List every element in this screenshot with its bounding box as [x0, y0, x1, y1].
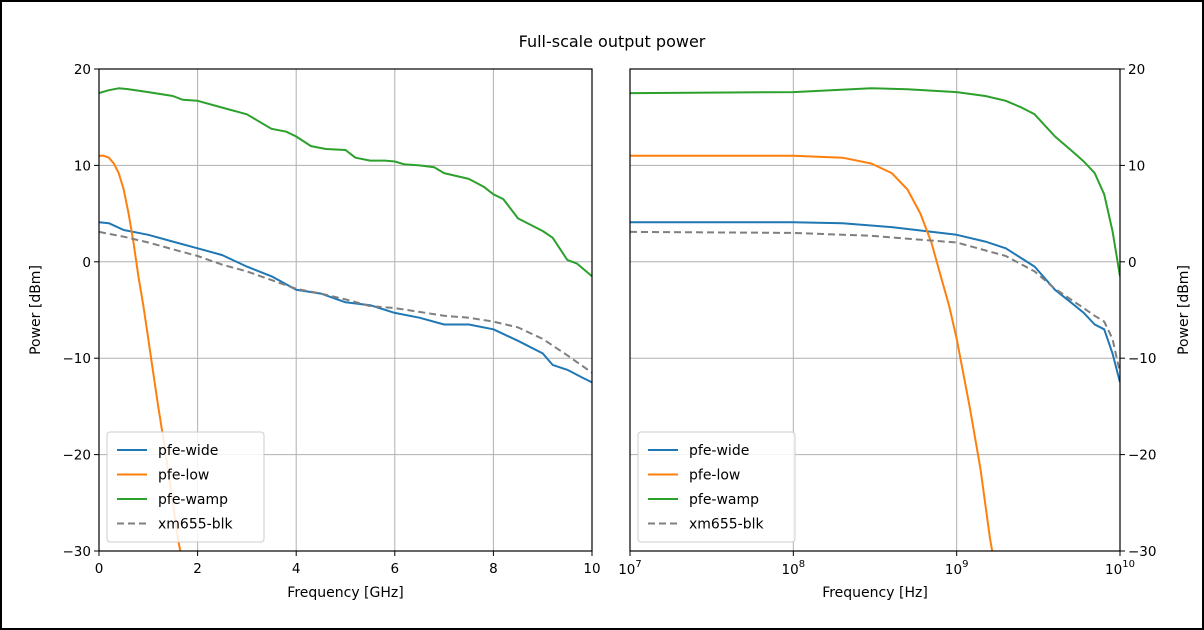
legend-label-pfe-wamp: pfe-wamp [689, 492, 759, 508]
legend-label-pfe-low: pfe-low [689, 468, 740, 484]
y-tick-label: 20 [74, 62, 91, 78]
y-axis-label: Power [dBm] [1176, 265, 1192, 355]
x-tick-label: 8 [489, 561, 498, 577]
series-line-xm655-blk [99, 230, 592, 374]
y-tick-label: 10 [74, 158, 91, 174]
y-tick-label: −20 [63, 448, 92, 464]
figure-title: Full-scale output power [519, 32, 706, 51]
legend-label-pfe-wamp: pfe-wamp [158, 492, 228, 508]
legend-label-pfe-wide: pfe-wide [689, 443, 749, 459]
x-tick-base: 10 [945, 562, 962, 578]
x-tick-label: 2 [193, 561, 202, 577]
x-tick-label: 4 [292, 561, 301, 577]
x-tick-base: 10 [1105, 562, 1122, 578]
x-tick-exp: 7 [635, 559, 641, 570]
x-tick-label: 109 [945, 559, 969, 578]
legend-box [106, 431, 265, 543]
y-tick-label: −10 [63, 351, 92, 367]
series-line-pfe-wamp [99, 87, 592, 278]
y-axis-label: Power [dBm] [28, 265, 44, 355]
legend-label-pfe-wide: pfe-wide [158, 443, 218, 459]
x-tick-label: 10 [583, 561, 600, 577]
legend-label-xm655-blk: xm655-blk [158, 517, 233, 533]
y-tick-label: −30 [63, 544, 92, 560]
series-line-pfe-wamp [630, 87, 1120, 277]
y-tick-label: 0 [1128, 255, 1137, 271]
y-tick-label: 20 [1128, 62, 1145, 78]
x-tick-label: 108 [782, 559, 806, 578]
x-tick-base: 10 [782, 562, 799, 578]
series-line-pfe-low [630, 154, 994, 551]
x-tick-exp: 10 [1122, 559, 1135, 570]
legend-box [637, 431, 796, 543]
series-group [630, 87, 1120, 551]
x-tick-label: 0 [95, 561, 104, 577]
y-tick-label: 0 [82, 255, 91, 271]
series-line-xm655-blk [630, 230, 1120, 373]
axes-frame [629, 68, 1121, 552]
x-tick-exp: 9 [962, 559, 968, 570]
x-tick-exp: 8 [799, 559, 805, 570]
panel-linear-frequency: 0 2 4 6 8 10 −30 −20 −10 0 10 20 Frequency [GHz] Powe… [28, 62, 601, 601]
series-line-pfe-wide [630, 221, 1120, 383]
y-tick-label: −20 [1128, 448, 1157, 464]
axes-frame [98, 68, 593, 552]
x-tick-label: 1010 [1105, 559, 1135, 578]
y-tick-label: 10 [1128, 158, 1145, 174]
x-tick-base: 10 [618, 562, 635, 578]
x-tick-label: 107 [618, 559, 642, 578]
legend-label-pfe-low: pfe-low [158, 468, 209, 484]
legend-label-xm655-blk: xm655-blk [689, 517, 764, 533]
x-axis-label: Frequency [Hz] [822, 585, 928, 601]
x-axis-label: Frequency [GHz] [287, 585, 403, 601]
x-tick-label: 6 [391, 561, 400, 577]
series-group [99, 87, 592, 551]
y-tick-label: −10 [1128, 351, 1157, 367]
y-tick-label: −30 [1128, 544, 1157, 560]
